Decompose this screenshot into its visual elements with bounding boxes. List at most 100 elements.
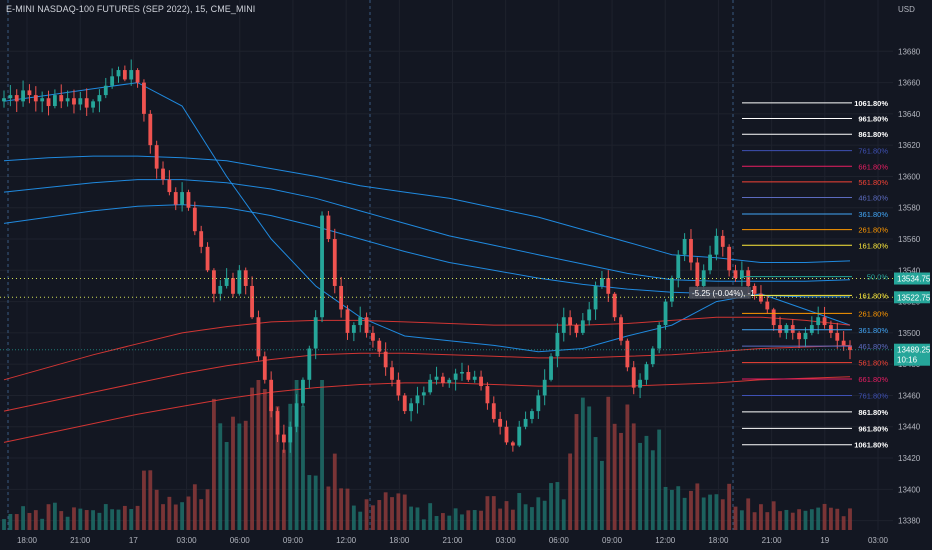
candle-body [523,418,528,427]
y-tick-label: 13540 [898,266,921,275]
measure-label-box [689,286,751,299]
candle-body [142,82,146,114]
volume-bar [733,506,738,530]
candle-body [549,356,553,380]
volume-bar [78,508,83,530]
volume-bar [739,510,744,530]
volume-bar [803,510,808,530]
volume-bar [421,519,426,530]
fib-level-label: 961.80% [858,424,888,433]
candle-body [517,426,522,446]
volume-bar [142,470,146,530]
volume-bar [714,494,719,530]
candle-body [504,426,509,443]
candle-body [72,98,76,105]
candle-body [587,309,592,321]
volume-bar [46,504,51,530]
x-tick-label: 06:00 [230,536,251,545]
volume-bar [701,497,706,530]
currency-label: USD [898,5,915,14]
x-tick-label: 09:00 [602,536,623,545]
candle-body [790,325,795,333]
x-tick-label: 19 [820,536,829,545]
candle-body [739,270,744,279]
candle-body [186,192,191,208]
volume-bar [568,453,573,530]
volume-bar [212,398,216,530]
candle-body [345,309,350,333]
candle-body [364,317,369,333]
candle-body [97,95,102,102]
x-tick-label: 09:00 [283,536,304,545]
volume-bar [809,509,814,530]
candle-body [262,356,267,380]
volume-bar [816,507,821,530]
candle-body [243,270,248,286]
candle-body [733,270,738,279]
volume-bar [657,429,662,530]
candle-body [269,379,274,412]
volume-bar [746,498,751,530]
volume-bar [21,506,25,530]
candle-body [390,367,394,380]
y-tick-label: 13620 [898,141,921,150]
volume-bar [364,499,369,530]
candle-body [275,411,280,435]
volume-bar [129,509,134,530]
candle-body [574,325,579,333]
candle-body [644,364,649,380]
volume-bar [650,450,655,530]
candle-body [78,98,83,105]
x-tick-label: 12:00 [336,536,357,545]
volume-bar [460,514,464,530]
candle-body [40,98,45,102]
volume-bar [822,503,827,530]
volume-bar [848,508,852,530]
candle-body [650,348,655,365]
candle-body [2,98,6,102]
fib-level-label: 561.80% [858,359,888,368]
volume-bar [542,500,547,530]
candle-body [313,317,318,349]
candle-body [65,98,70,102]
candle-body [288,426,293,443]
candle-body [27,90,32,96]
price-tag-box [894,291,930,304]
price-tag-box [894,272,930,285]
volume-bar [154,489,159,530]
candle-body [326,215,331,240]
volume-bar [8,513,13,530]
candle-body [727,246,732,271]
candle-body [841,340,846,346]
candle-body [606,278,611,294]
volume-bar [103,504,108,530]
volume-bar [167,496,172,530]
volume-bar [549,483,553,530]
candle-body [103,85,108,96]
candle-body [294,403,299,427]
volume-bar [326,486,331,530]
last-price-label: 13489.25 [897,346,931,355]
x-tick-label: 21:00 [442,536,463,545]
candle-body [485,386,490,404]
fib-level-label: 661.80% [858,162,888,171]
volume-bar [186,496,191,530]
volume-bar [530,507,534,530]
y-tick-label: 13660 [898,79,921,88]
volume-bar [536,497,541,530]
volume-bar [27,512,32,530]
volume-bar [262,389,267,530]
candle-body [510,442,515,446]
x-tick-label: 03:00 [496,536,517,545]
fib-level-label: 261.80% [858,226,888,235]
candle-body [771,309,776,326]
volume-bar [351,505,356,530]
volume-bar [498,508,503,530]
volume-bar [320,380,324,530]
volume-bar [472,510,477,530]
candle-body [682,239,687,255]
candle-body [161,168,165,180]
volume-bar [555,482,560,530]
